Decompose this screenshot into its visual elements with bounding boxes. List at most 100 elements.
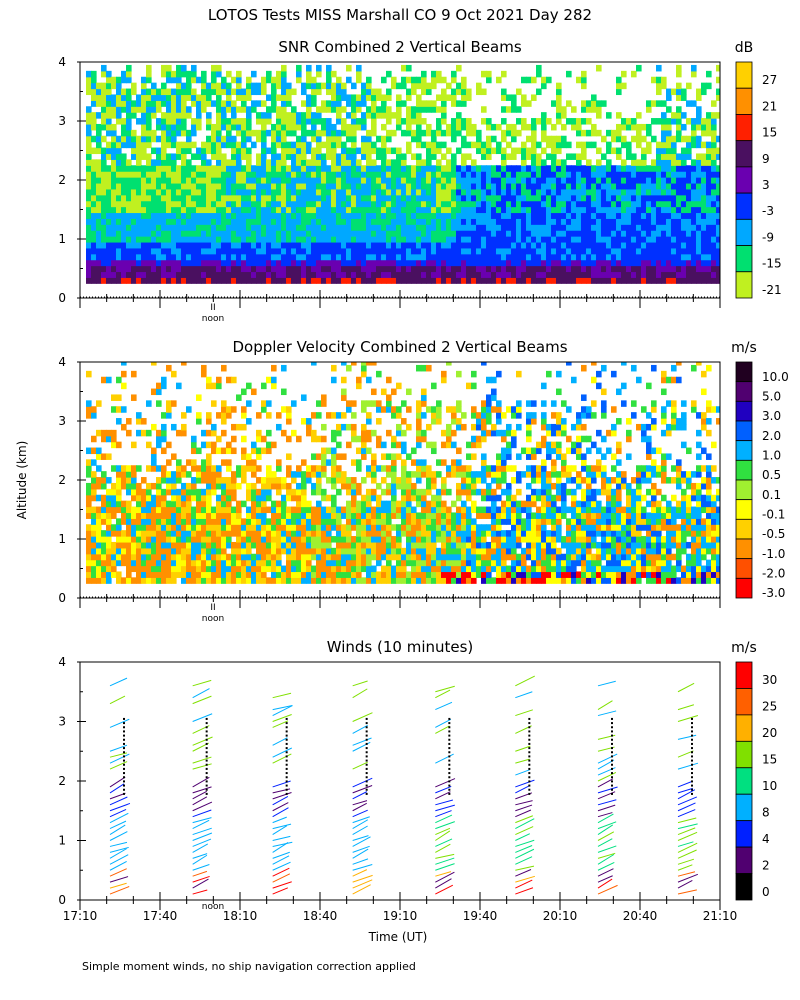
doppler-cell [191, 512, 197, 519]
snr-cell [86, 182, 92, 190]
snr-cell [651, 165, 657, 172]
doppler-cell [91, 471, 97, 478]
snr-cell [116, 218, 122, 225]
snr-cell [316, 200, 322, 208]
doppler-cell [106, 565, 112, 573]
snr-cell [396, 106, 402, 113]
doppler-cell [281, 482, 287, 490]
snr-cell [336, 224, 342, 231]
snr-cell [651, 230, 657, 237]
snr-cell [311, 147, 317, 155]
snr-cell [301, 218, 307, 225]
snr-cell [541, 277, 547, 284]
doppler-cell [316, 524, 322, 531]
snr-cell [301, 265, 307, 273]
snr-cell [581, 177, 587, 184]
snr-cell [531, 165, 537, 172]
snr-cell [326, 123, 332, 131]
snr-cell [666, 141, 672, 149]
snr-cell [226, 88, 232, 96]
snr-cell [91, 94, 97, 101]
doppler-cell [196, 512, 202, 519]
snr-cell [206, 182, 212, 190]
snr-cell [626, 171, 632, 178]
snr-cell [251, 177, 257, 184]
snr-cell [446, 230, 452, 237]
snr-cell [426, 241, 432, 249]
doppler-cell [301, 518, 307, 525]
snr-cell [111, 141, 117, 149]
snr-cell [476, 259, 482, 267]
snr-cell [206, 206, 212, 214]
snr-cell [106, 230, 112, 237]
doppler-cell [131, 471, 137, 478]
snr-cell [116, 212, 122, 219]
colorbar-swatch [735, 61, 753, 89]
snr-cell [411, 224, 417, 231]
doppler-cell [211, 565, 217, 573]
snr-cell [371, 241, 377, 249]
snr-cell [211, 241, 217, 249]
doppler-cell [286, 488, 292, 496]
snr-cell [241, 194, 247, 202]
snr-cell [386, 135, 392, 143]
snr-cell [171, 194, 177, 202]
snr-cell [686, 171, 692, 178]
snr-cell [591, 236, 597, 243]
snr-cell [306, 194, 312, 202]
snr-cell [196, 153, 202, 160]
snr-cell [396, 82, 402, 90]
snr-cell [681, 230, 687, 237]
snr-cell [641, 159, 647, 166]
snr-cell [106, 141, 112, 149]
snr-cell [351, 241, 357, 249]
snr-cell [236, 236, 242, 243]
snr-cell [691, 123, 697, 131]
snr-cell [541, 135, 547, 143]
doppler-cell [131, 506, 137, 514]
snr-cell [106, 147, 112, 155]
doppler-cell [216, 500, 222, 508]
snr-cell [381, 236, 387, 243]
snr-cell [266, 94, 272, 101]
snr-cell [206, 94, 212, 101]
snr-cell [316, 112, 322, 119]
doppler-cell [326, 512, 332, 519]
snr-cell [416, 194, 422, 202]
snr-cell [271, 200, 277, 208]
snr-cell [281, 165, 287, 172]
snr-cell [166, 218, 172, 225]
snr-cell [301, 141, 307, 149]
snr-cell [346, 153, 352, 160]
snr-cell [391, 82, 397, 90]
snr-cell [576, 253, 582, 261]
snr-cell [301, 200, 307, 208]
snr-cell [556, 241, 562, 249]
snr-cell [466, 118, 472, 125]
snr-cell [316, 236, 322, 243]
snr-cell [111, 106, 117, 113]
doppler-cell [141, 559, 147, 567]
snr-cell [506, 200, 512, 208]
snr-cell [381, 182, 387, 190]
snr-cell [281, 212, 287, 219]
snr-cell [116, 165, 122, 172]
snr-cell [186, 188, 192, 196]
snr-cell [181, 112, 187, 119]
snr-cell [101, 271, 107, 278]
snr-cell [146, 141, 152, 149]
snr-cell [96, 188, 102, 196]
snr-cell [656, 265, 662, 273]
snr-cell [526, 206, 532, 214]
snr-cell [471, 224, 477, 231]
snr-cell [86, 247, 92, 255]
snr-cell [171, 129, 177, 137]
snr-cell [116, 100, 122, 107]
snr-cell [86, 171, 92, 178]
snr-cell [261, 200, 267, 208]
snr-cell [496, 76, 502, 84]
doppler-cell [236, 577, 242, 584]
doppler-cell [311, 547, 317, 555]
doppler-cell [146, 524, 152, 531]
snr-cell [166, 135, 172, 143]
